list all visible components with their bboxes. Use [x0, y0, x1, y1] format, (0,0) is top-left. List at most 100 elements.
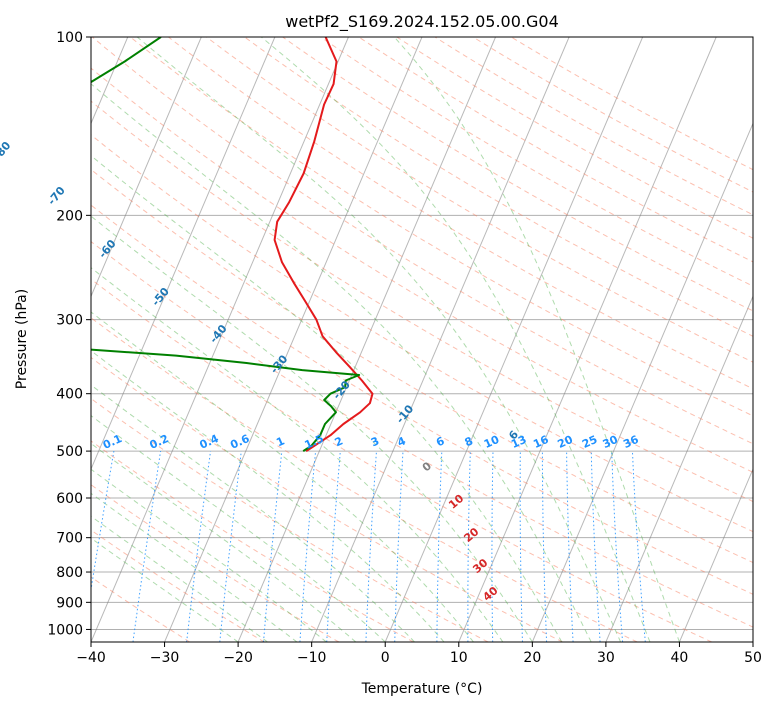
mixing-ratio-label: 1 [274, 434, 286, 449]
dry-adiabat-label: 10 [446, 492, 466, 512]
y-tick-label: 400 [56, 387, 83, 403]
x-tick-label: 10 [450, 650, 468, 666]
moist-adiabat-line [91, 350, 445, 642]
moist-adiabat-line [91, 215, 533, 642]
dry-adiabat-line [434, 37, 753, 216]
mixing-ratio-label: 10 [482, 433, 502, 451]
x-tick-label: −10 [297, 650, 327, 666]
x-tick-label: −30 [150, 650, 180, 666]
dry-adiabat-label: 40 [481, 584, 501, 604]
mixing-ratio-label: 0.1 [101, 432, 124, 452]
mixing-ratio-line [186, 451, 211, 642]
moist-adiabat-label: -70 [45, 184, 68, 208]
mixing-ratio-label: 6 [434, 434, 447, 449]
mixing-ratio-line [219, 451, 242, 642]
moist-adiabat-line [91, 515, 268, 642]
mixing-ratio-line [436, 451, 443, 642]
dry-adiabat-label: 20 [461, 525, 481, 545]
dry-adiabat-line [206, 37, 753, 363]
y-tick-label: 500 [56, 444, 83, 460]
dry-adiabat-line [282, 37, 753, 312]
mixing-ratio-label: 13 [509, 433, 528, 451]
mixing-ratio-line [566, 451, 574, 642]
moist-adiabat-label: -50 [149, 285, 172, 309]
y-tick-label: 100 [56, 30, 83, 46]
mixing-ratio-line [590, 451, 601, 642]
y-tick-label: 300 [56, 313, 83, 329]
mixing-ratio-line [519, 451, 523, 642]
moist-adiabat-line [91, 537, 239, 642]
chart-title: wetPf2_S169.2024.152.05.00.G04 [285, 12, 559, 32]
x-tick-label: 0 [381, 650, 390, 666]
dewpoint-profile-line [91, 37, 361, 452]
dry-adiabat-line [129, 37, 753, 417]
moist-adiabat-line [91, 415, 386, 642]
mixing-ratio-label: 2 [333, 434, 345, 449]
dry-adiabat-line [91, 356, 563, 642]
isotherm-line [237, 37, 497, 642]
moist-adiabat-line [91, 492, 298, 642]
axes: −40 −30 −20 −10 0 10 20 30 40 5010020030040050060… [47, 30, 762, 666]
moist-adiabat-line [91, 155, 563, 642]
isotherm-line [678, 467, 753, 642]
mixing-ratio-label: 3 [369, 434, 381, 449]
dry-adiabat-line [91, 134, 753, 533]
dry-adiabat-line [358, 37, 753, 263]
y-axis-label: Pressure (hPa) [14, 289, 30, 389]
mixing-ratio-label: 1.5 [303, 432, 326, 452]
moist-adiabat-label: -80 [0, 139, 14, 163]
y-tick-label: 200 [56, 208, 83, 224]
isotherm-line [384, 37, 644, 642]
x-axis-label: Temperature (°C) [361, 681, 483, 697]
dry-adiabat-label: 0 [420, 459, 434, 474]
dry-adiabat-line [91, 67, 753, 473]
dry-adiabat-line [168, 37, 753, 390]
background-lines [91, 37, 753, 642]
x-tick-label: −20 [223, 650, 253, 666]
mixing-ratio-label: 30 [601, 433, 621, 451]
moist-adiabat-line [91, 442, 357, 642]
moist-adiabat-line [91, 468, 327, 642]
mixing-ratio-line [467, 451, 471, 642]
x-tick-label: −40 [76, 650, 106, 666]
x-tick-label: 40 [671, 650, 689, 666]
moist-adiabat-line [260, 37, 651, 642]
x-tick-label: 50 [744, 650, 762, 666]
mixing-ratio-label: 0.2 [148, 432, 171, 452]
mixing-ratio-label: 25 [580, 433, 599, 451]
dry-adiabat-line [91, 168, 753, 564]
isotherm-line [752, 640, 753, 642]
dry-adiabat-line [91, 529, 265, 642]
dry-adiabat-line [91, 397, 489, 642]
y-tick-label: 600 [56, 491, 83, 507]
mixing-ratio-line [299, 451, 317, 642]
isotherm-line [164, 37, 423, 642]
moist-adiabat-label: -30 [268, 352, 291, 376]
moist-adiabat-line [91, 311, 474, 642]
mixing-ratio-line [491, 451, 494, 642]
mixing-ratio-line [132, 451, 162, 642]
y-tick-label: 1000 [47, 622, 83, 638]
dry-adiabat-line [91, 278, 713, 642]
mixing-ratio-label: 20 [556, 433, 576, 451]
isotherm-line [91, 37, 202, 298]
dry-adiabat-line [91, 241, 753, 628]
y-tick-label: 900 [56, 595, 83, 611]
mixing-ratio-label: 0.6 [228, 432, 251, 452]
moist-adiabat-line [91, 83, 592, 642]
moist-adiabat-label: -20 [330, 378, 353, 402]
plot-frame [90, 36, 754, 643]
isotherm-line [91, 37, 276, 471]
dry-adiabat-line [91, 484, 340, 642]
mixing-ratio-label: 4 [395, 434, 408, 449]
y-tick-label: 800 [56, 565, 83, 581]
y-tick-label: 700 [56, 531, 83, 547]
x-tick-label: 30 [597, 650, 615, 666]
moist-adiabat-label: -40 [207, 322, 230, 346]
mixing-ratio-line [365, 451, 377, 642]
dry-adiabat-line [91, 204, 753, 595]
isotherm-line [91, 37, 349, 642]
temperature-profile-line [273, 37, 374, 452]
dry-adiabat-line [510, 37, 753, 171]
